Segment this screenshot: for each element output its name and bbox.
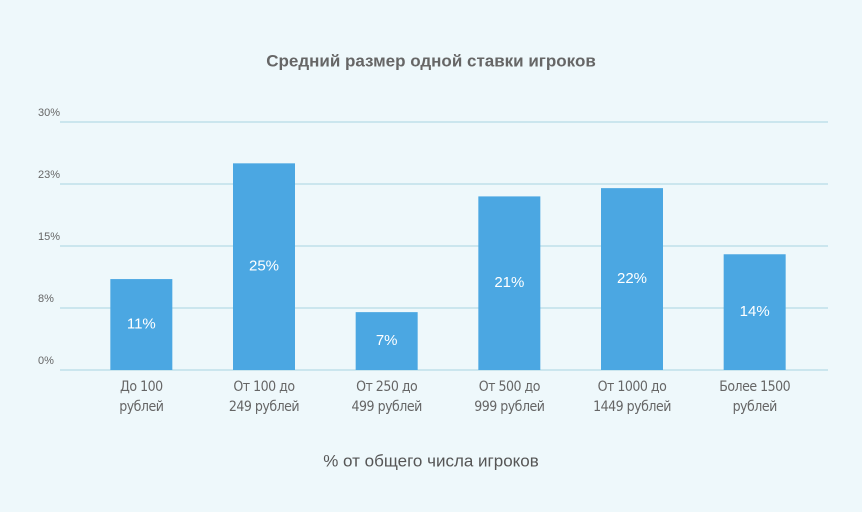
chart-title: Средний размер одной ставки игроков [266, 51, 596, 70]
value-label: 11% [127, 316, 156, 333]
x-tick-label: До 100 рублей [119, 379, 164, 415]
value-label: 14% [740, 303, 770, 320]
bar [110, 279, 173, 370]
x-axis-label: % от общего числа игроков [323, 451, 539, 470]
x-tick-label: От 500 до 999 рублей [474, 379, 545, 415]
y-tick-label: 0% [38, 355, 54, 367]
y-tick-label: 15% [38, 231, 60, 243]
x-tick-label: От 1000 до 1449 рублей [593, 379, 671, 415]
y-tick-label: 30% [38, 107, 60, 119]
y-tick-label: 8% [38, 293, 54, 305]
x-tick-label: От 100 до 249 рублей [229, 379, 300, 415]
bar [601, 188, 663, 370]
value-label: 7% [376, 332, 398, 349]
y-tick-label: 23% [38, 169, 60, 181]
value-label: 22% [617, 270, 647, 287]
x-tick-label: Более 1500 рублей [719, 379, 790, 415]
bar [723, 254, 786, 370]
bar [478, 196, 541, 370]
bar [233, 163, 295, 370]
bar [355, 312, 418, 370]
value-label: 25% [249, 258, 279, 275]
x-tick-label: От 250 до 499 рублей [352, 379, 423, 415]
value-label: 21% [494, 274, 524, 291]
